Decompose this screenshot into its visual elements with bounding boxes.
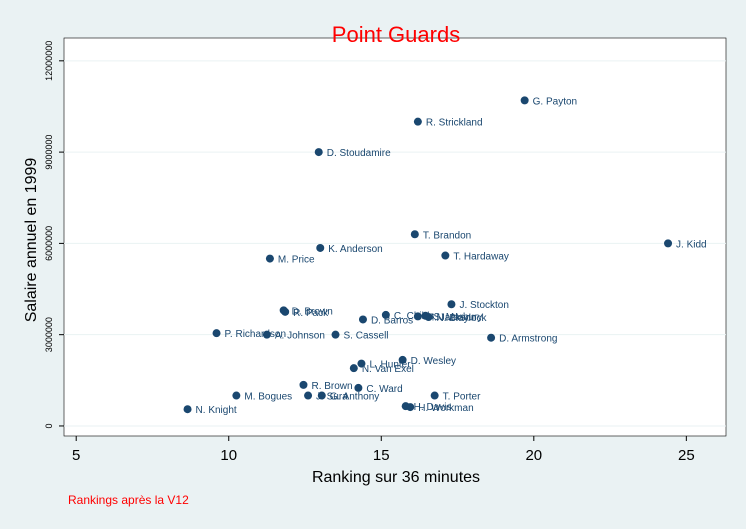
point-label: H. Workman	[418, 403, 473, 414]
scatter-point	[331, 330, 340, 339]
scatter-point	[304, 391, 313, 400]
point-label: M. Price	[278, 255, 315, 266]
scatter-point	[316, 243, 325, 252]
point-label: R. Pack	[293, 308, 329, 319]
scatter-point	[358, 315, 367, 324]
point-label: L. Hunter	[369, 360, 411, 371]
scatter-point	[183, 405, 192, 414]
scatter-point	[413, 117, 422, 126]
scatter-point	[424, 313, 433, 322]
y-tick-label: 6000000	[44, 226, 54, 261]
point-label: G. Payton	[533, 96, 577, 107]
scatter-point	[349, 364, 358, 373]
point-label: A. Johnson	[275, 331, 325, 342]
x-tick-label: 25	[678, 447, 695, 464]
scatter-point	[265, 254, 274, 263]
scatter-point	[441, 251, 450, 260]
point-label: D. Wesley	[411, 356, 456, 367]
scatter-point	[354, 383, 363, 392]
scatter-point	[487, 333, 496, 342]
point-label: K. Anderson	[328, 244, 382, 255]
point-label: J. Sura	[316, 392, 348, 403]
point-label: M. Jackson	[426, 312, 477, 323]
scatter-point	[299, 380, 308, 389]
x-axis-title: Ranking sur 36 minutes	[312, 469, 480, 486]
scatter-point	[410, 230, 419, 239]
y-axis-title: Salaire annuel en 1999	[23, 158, 40, 323]
scatter-point	[398, 355, 407, 364]
x-axis: 5 10 15 20 25	[72, 436, 695, 464]
point-label: S. Marbury	[434, 312, 483, 323]
y-tick-label: 12000000	[44, 41, 54, 81]
y-axis: 0 3000000 6000000 9000000 12000000	[44, 41, 64, 428]
point-label: J. Stockton	[459, 300, 508, 311]
point-label: D. Stoudamire	[327, 148, 391, 159]
scatter-point	[212, 329, 221, 338]
scatter-point	[520, 96, 529, 105]
point-label: T. Porter	[443, 392, 481, 403]
point-label: T. Hardaway	[453, 252, 509, 263]
y-tick-label: 9000000	[44, 135, 54, 170]
point-label: P. Richardson	[225, 329, 287, 340]
scatter-point	[381, 310, 390, 319]
point-label: C. Ward	[366, 384, 402, 395]
scatter-point	[317, 391, 326, 400]
y-tick-label: 0	[44, 423, 54, 428]
gridlines	[64, 60, 726, 427]
point-label: N. Knight	[196, 405, 237, 416]
scatter-point	[447, 300, 456, 309]
x-tick-label: 10	[220, 447, 237, 464]
point-label: D. Brown	[292, 306, 333, 317]
point-label: S. Cassell	[344, 331, 389, 342]
scatter-point	[430, 391, 439, 400]
scatter-point	[357, 359, 366, 368]
chart-note: Rankings après la V12	[68, 493, 189, 507]
point-label: M. Bogues	[244, 392, 292, 403]
point-label: N. Van Exel	[362, 364, 414, 375]
x-tick-label: 5	[72, 447, 80, 464]
x-tick-label: 20	[525, 447, 542, 464]
point-label: R. Brown	[311, 381, 352, 392]
scatter-point	[406, 403, 415, 412]
point-label: N. Blaylock	[437, 313, 488, 324]
data-points: G. Payton R. Strickland D. Stoudamire J. Ki…	[183, 96, 707, 416]
scatter-point	[314, 148, 323, 157]
scatter-point	[281, 307, 290, 316]
scatter-point	[664, 239, 673, 248]
y-tick-label: 3000000	[44, 317, 54, 352]
scatter-point	[413, 312, 422, 321]
point-label: D. Barros	[371, 315, 413, 326]
plot-area	[63, 37, 727, 437]
point-label: D. Armstrong	[499, 334, 557, 345]
point-label: R. Strickland	[426, 118, 483, 129]
scatter-point	[232, 391, 241, 400]
x-tick-label: 15	[373, 447, 390, 464]
point-label: J. Kidd	[676, 239, 707, 250]
point-label: H. Davis	[414, 402, 452, 413]
scatter-point	[262, 330, 271, 339]
point-label: G. Anthony	[330, 392, 379, 403]
chart-title: Point Guards	[332, 22, 460, 47]
point-label: T. Brandon	[423, 230, 471, 241]
